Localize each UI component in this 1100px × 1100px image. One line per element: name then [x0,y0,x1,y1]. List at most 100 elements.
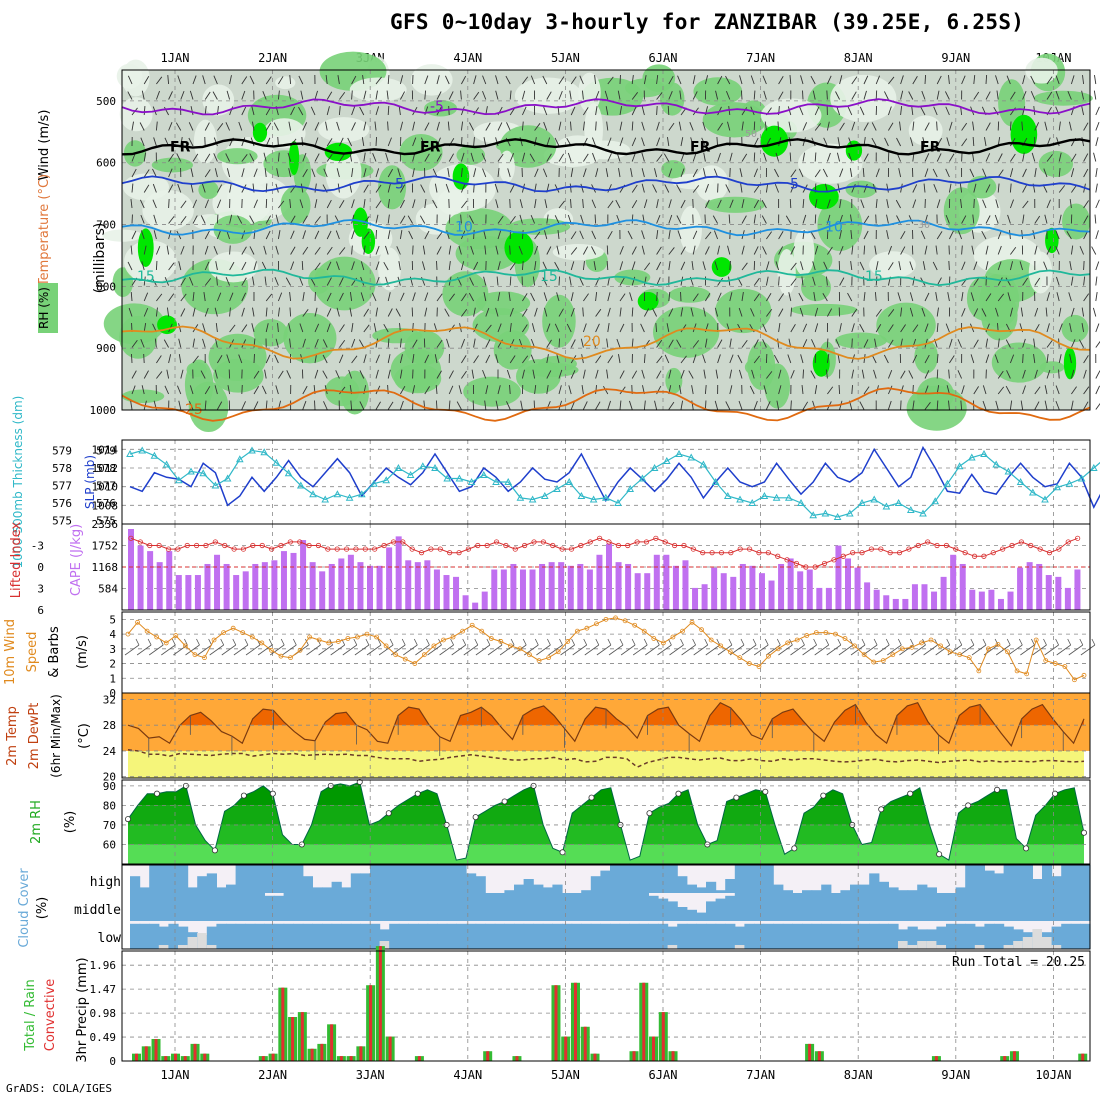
wind-barb [900,75,904,85]
cloud-bar [514,893,525,921]
surface-barb-flag [704,638,709,646]
wind-barb [1083,153,1089,162]
cape-bar [175,575,182,610]
wind-barb [798,168,804,178]
wind-barb [238,354,243,364]
wind-barb [363,324,370,333]
cape-bar [577,563,584,610]
wind-barb [326,323,331,333]
cloud-bar [293,865,304,893]
wind-barb [680,137,684,147]
upper-air-frame [121,69,1091,411]
wind-barb [348,369,353,379]
wind-barb [800,75,804,85]
wind-barb [570,76,577,85]
cape-bar [701,584,708,610]
cloud-bar [984,870,995,893]
cloud-bar [974,926,985,949]
wind-speed-marker [842,636,848,641]
wind-barb [143,169,150,178]
lifted-index-marker [887,550,893,556]
wind-barb [326,261,332,271]
rh-patch [208,251,258,283]
wind-barb [936,322,939,333]
wind-barb [631,92,638,100]
wind-barb [436,121,440,131]
wind-barb [143,105,146,116]
precip-conv-bar [320,1043,324,1061]
thickness-marker [870,495,879,503]
wind-barb [522,355,529,364]
wind-barb [960,400,963,410]
surface-barb [245,644,261,656]
surface-barb [427,644,442,656]
date-label-top: 2JAN [258,51,287,65]
wind-barb [264,276,267,286]
wind-barb [156,293,163,302]
wind-barb [909,137,914,147]
wind-barb [436,339,443,348]
wind-barb [936,199,941,209]
wind-barb [387,401,394,410]
cape-bar [978,591,985,610]
wind-barb [289,307,292,317]
wind-barb [241,106,247,116]
wind-barb [631,75,634,85]
cape-bar [137,545,144,610]
wind-barb [322,354,328,364]
wind-barb [923,183,926,193]
wind-barb [1055,75,1060,85]
wind-barb [920,230,926,240]
wind-barb [375,76,382,85]
wind-barb [863,153,869,162]
wind-barb [469,122,474,131]
wind-barb [421,261,426,271]
wind-barb [1069,261,1072,271]
wind-barb [997,293,1005,302]
wind-barb [656,261,662,271]
wind-barb [469,277,475,286]
wind-barb [375,369,379,379]
wind-barb [530,75,536,85]
wind-barb [424,386,430,395]
wind-speed-marker [125,631,131,637]
lifted-index-marker [615,542,621,549]
rh-high-patch [452,163,470,190]
wind-barb [640,323,645,333]
cloud-bar [600,870,611,893]
wind-barb [641,121,645,131]
wind-barb [912,276,915,286]
rh-patch [876,302,936,348]
wind-speed-marker [660,640,666,646]
wind-barb [375,184,382,193]
cloud-bar [715,890,726,893]
wind-barb [152,168,157,178]
wind-barb [336,261,340,271]
cloud-bar [475,893,486,921]
cloud-bar [1080,893,1091,921]
wind-barb [351,90,353,100]
cloud-bar [936,926,947,949]
rh-patch [112,267,134,298]
wind-barb [848,137,853,147]
wind-barb [875,324,882,333]
thickness-marker [833,512,842,520]
rh-patch [445,208,513,250]
wind-barb [399,369,403,379]
wind-speed-marker [986,646,991,652]
thickness-marker [687,453,696,461]
cloud-bar [168,893,179,921]
wind-barb [400,215,406,224]
lifted-index-marker [765,550,771,556]
wind-barb [667,137,670,147]
tick-label: 579 [96,445,116,458]
wind-barb [871,137,877,147]
wind-barb [335,230,340,240]
wind-barb [1070,276,1074,286]
low-cloud-clear [926,941,937,949]
wind-barb [778,293,785,302]
wind-barb [1095,340,1100,348]
wind-speed-marker [852,643,857,649]
wind-barb [190,183,194,193]
wind-barb [678,121,682,131]
